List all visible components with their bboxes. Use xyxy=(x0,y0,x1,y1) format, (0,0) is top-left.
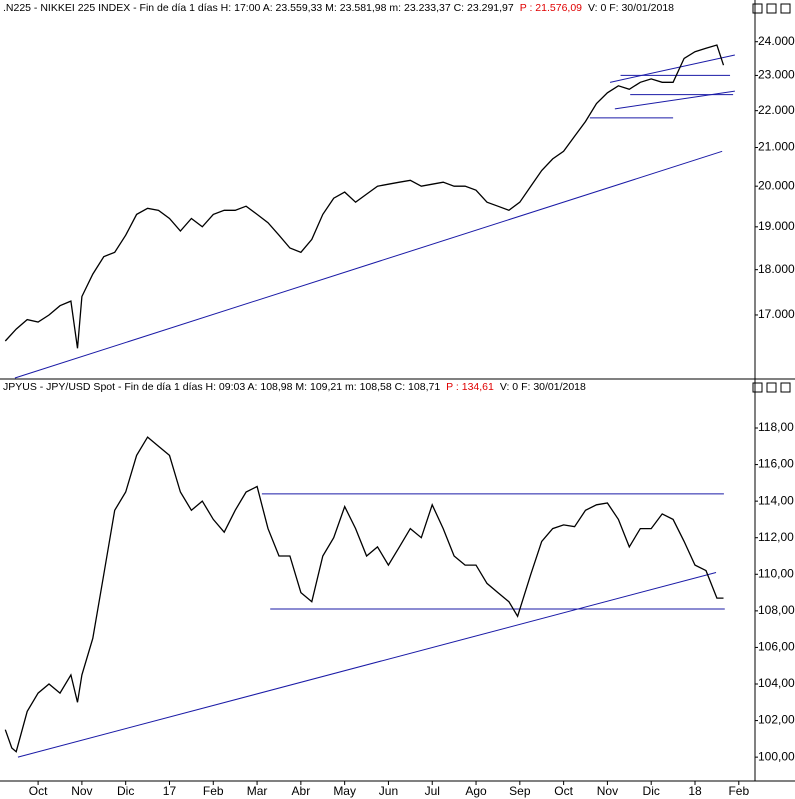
y-tick-label: 116,00 xyxy=(758,457,794,471)
trend-line xyxy=(17,571,717,758)
close-button[interactable] xyxy=(780,382,791,393)
minimize-button[interactable] xyxy=(752,3,763,14)
x-tick-label: Dic xyxy=(643,784,660,798)
trend-line xyxy=(614,90,735,110)
price-line xyxy=(4,44,725,349)
minimize-button[interactable] xyxy=(752,382,763,393)
maximize-button[interactable] xyxy=(766,3,777,14)
x-tick-label: Abr xyxy=(292,784,311,798)
x-tick-label: 17 xyxy=(163,784,177,798)
header-header: JPYUS - JPY/USD Spot - Fin de día 1 días… xyxy=(3,381,440,393)
price-line xyxy=(4,436,724,753)
y-tick-label: 102,00 xyxy=(758,713,795,727)
y-tick-label: 24.000,00 xyxy=(758,34,795,48)
y-tick-label: 112,00 xyxy=(758,530,794,544)
x-tick-label: Feb xyxy=(203,784,224,798)
y-tick-label: 18.000,00 xyxy=(758,262,795,276)
x-tick-label: Feb xyxy=(728,784,749,798)
y-tick-label: 114,00 xyxy=(758,493,794,507)
y-tick-label: 100,00 xyxy=(758,749,795,763)
y-tick-label: 21.000,00 xyxy=(758,140,795,154)
header-header-p: P : 134,61 xyxy=(446,381,494,393)
panel-header: JPYUS - JPY/USD Spot - Fin de día 1 días… xyxy=(3,381,586,393)
y-tick-label: 19.000,00 xyxy=(758,219,795,233)
x-tick-label: Nov xyxy=(71,784,92,798)
x-tick-label: May xyxy=(333,784,356,798)
y-tick-label: 22.000,00 xyxy=(758,103,795,117)
y-tick-label: 110,00 xyxy=(758,566,794,580)
y-tick-label: 20.000,00 xyxy=(758,178,795,192)
x-tick-label: Ago xyxy=(465,784,487,798)
x-tick-label: 18 xyxy=(688,784,702,798)
header-header-tail: V: 0 F: 30/01/2018 xyxy=(500,381,586,393)
y-tick-label: 23.000,00 xyxy=(758,68,795,82)
header-header: .N225 - NIKKEI 225 INDEX - Fin de día 1 … xyxy=(3,2,514,14)
panel-header: .N225 - NIKKEI 225 INDEX - Fin de día 1 … xyxy=(3,2,674,14)
close-button[interactable] xyxy=(780,3,791,14)
y-tick-label: 17.000,00 xyxy=(758,307,795,321)
x-tick-label: Sep xyxy=(509,784,531,798)
x-tick-label: Nov xyxy=(597,784,618,798)
trend-line xyxy=(14,150,723,379)
x-tick-label: Jul xyxy=(425,784,440,798)
x-tick-label: Mar xyxy=(247,784,268,798)
y-tick-label: 118,00 xyxy=(758,420,794,434)
x-tick-label: Dic xyxy=(117,784,134,798)
y-tick-label: 108,00 xyxy=(758,603,795,617)
header-header-tail: V: 0 F: 30/01/2018 xyxy=(588,2,674,14)
x-tick-label: Oct xyxy=(554,784,573,798)
header-header-p: P : 21.576,09 xyxy=(520,2,582,14)
maximize-button[interactable] xyxy=(766,382,777,393)
y-tick-label: 106,00 xyxy=(758,640,795,654)
y-tick-label: 104,00 xyxy=(758,676,795,690)
trend-line xyxy=(609,54,735,83)
x-tick-label: Jun xyxy=(379,784,398,798)
window-buttons xyxy=(752,3,791,393)
x-tick-label: Oct xyxy=(29,784,48,798)
